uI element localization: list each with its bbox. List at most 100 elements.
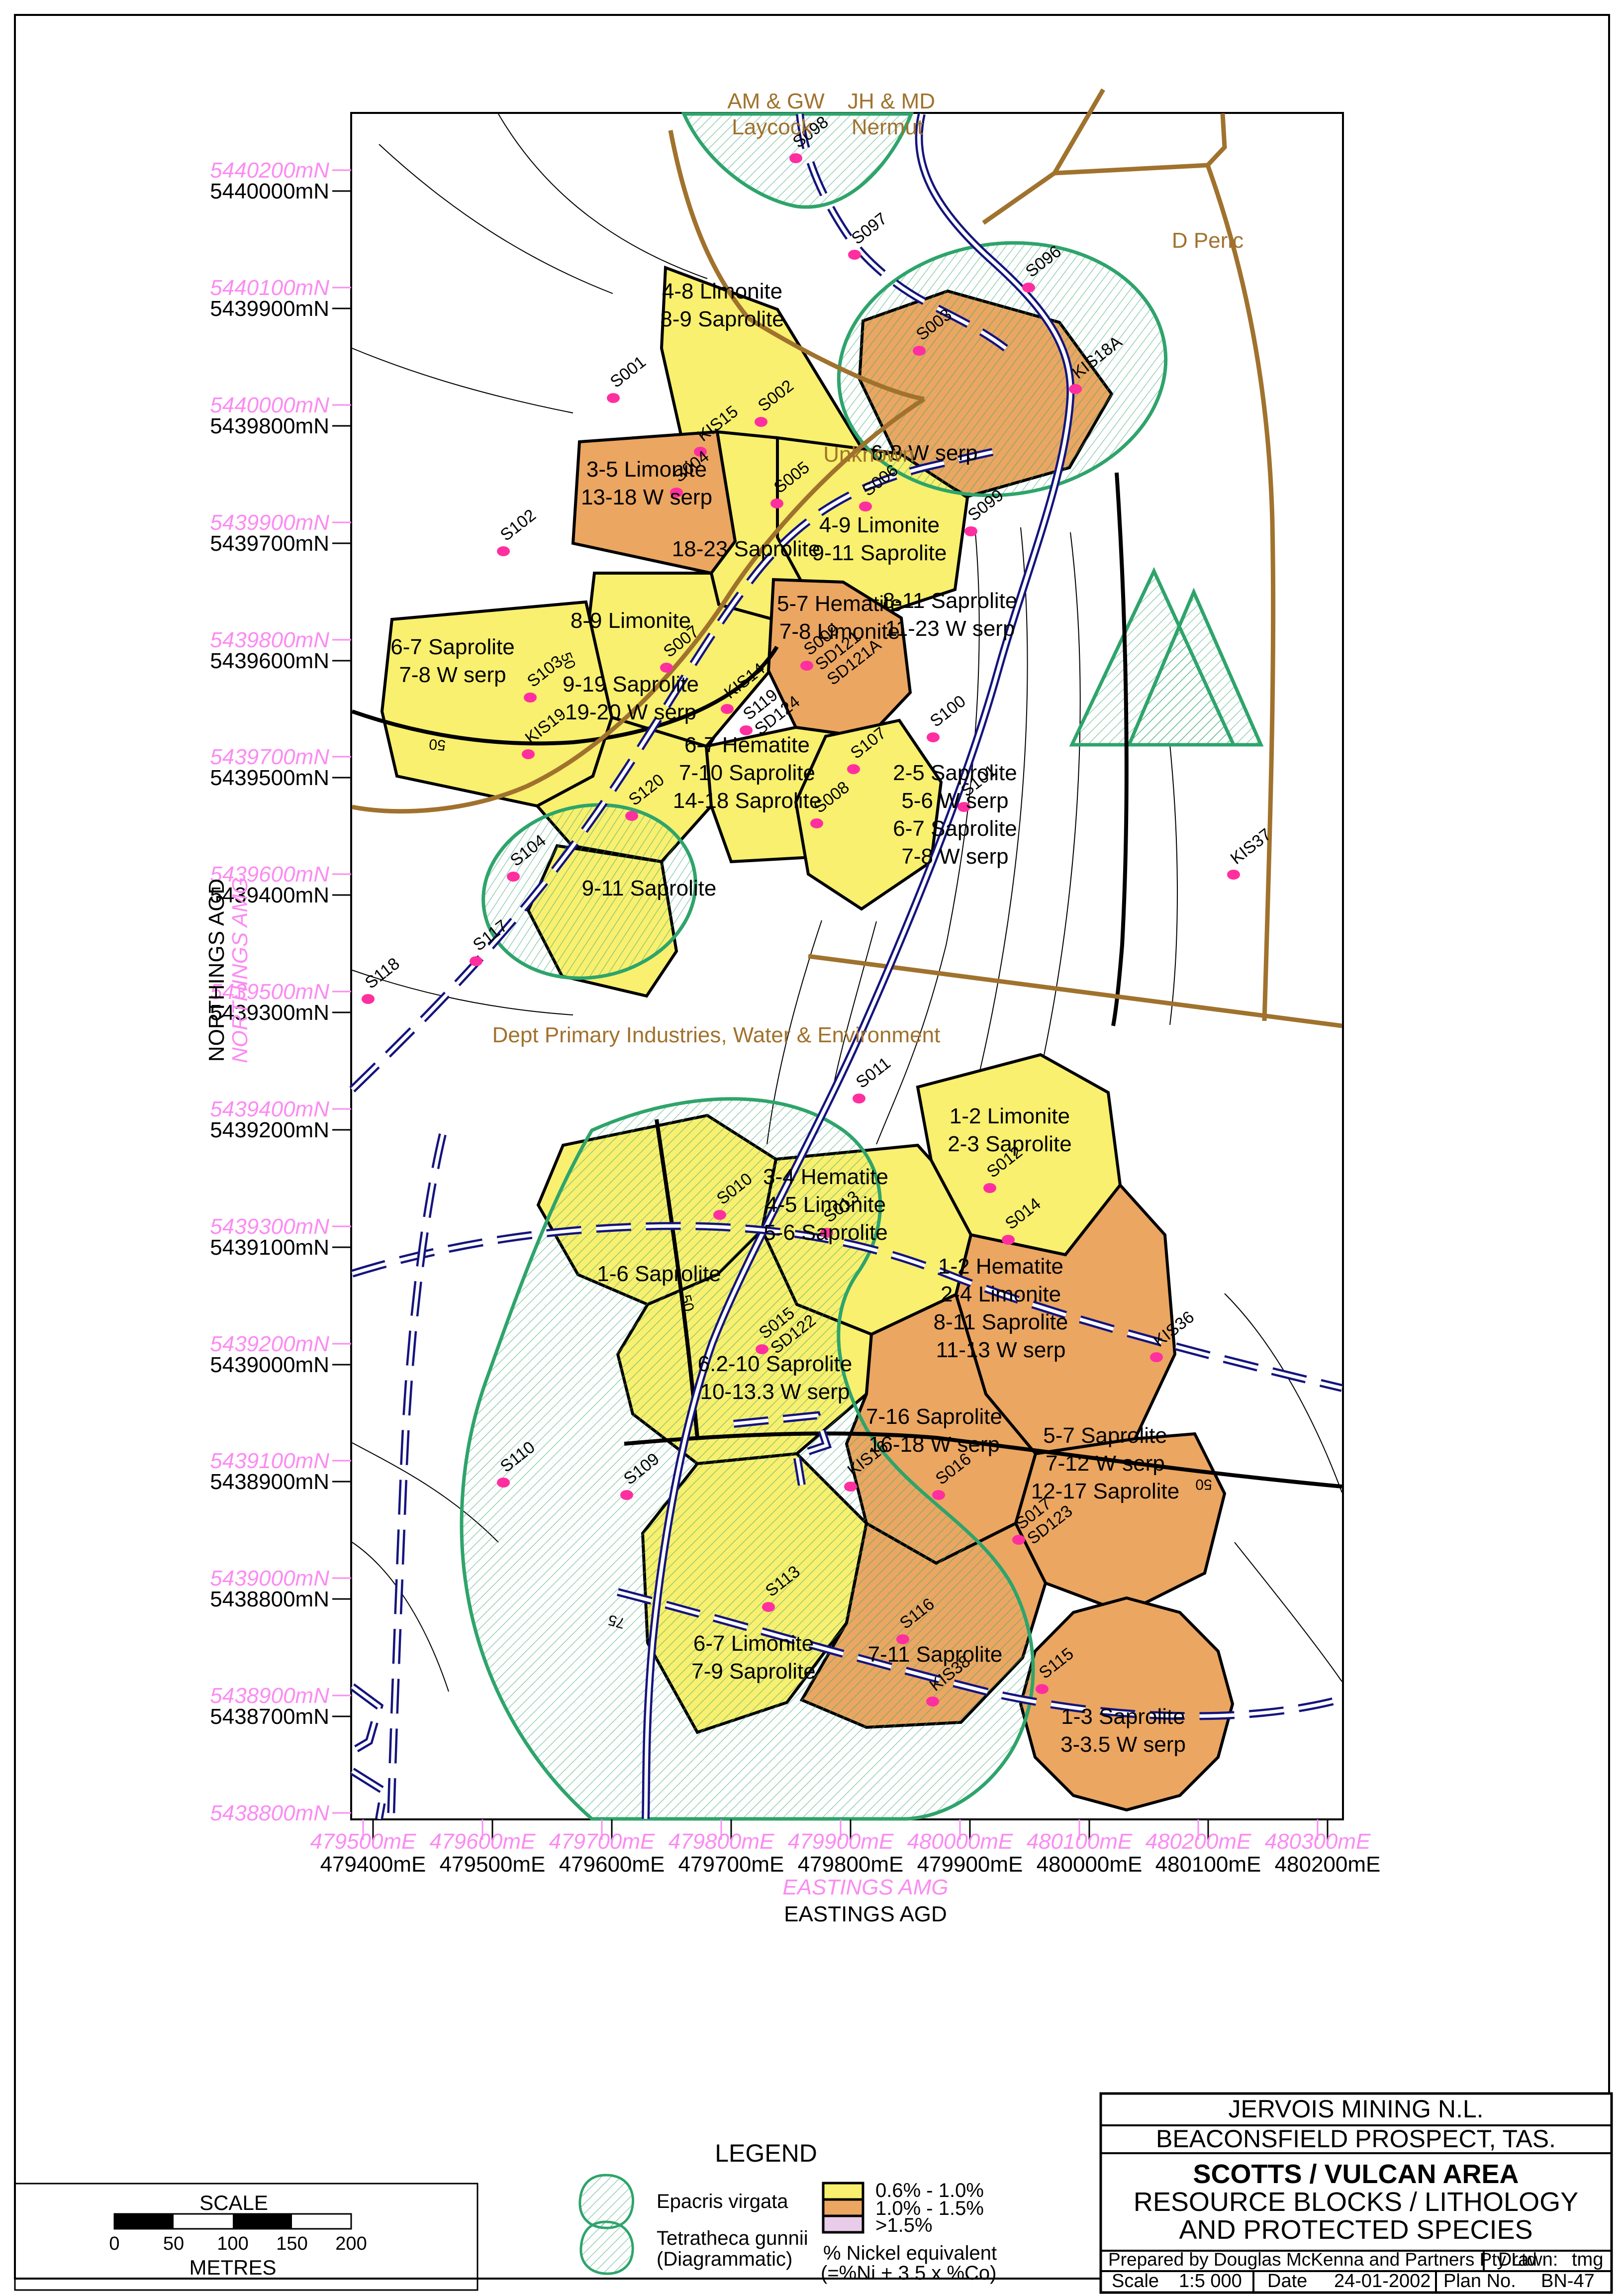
owner-label-5: Unknown	[823, 442, 914, 467]
northing-label-agd: 5438800mN	[210, 1587, 329, 1611]
sample-point-S102	[497, 546, 510, 556]
block-label-b2: 6-8 W serp	[870, 441, 977, 465]
sample-point-S009	[800, 661, 813, 671]
sample-point-S097	[848, 250, 861, 260]
sample-point-S005	[770, 499, 783, 508]
sample-point-S016	[932, 1490, 945, 1500]
sample-label-S097: S097	[848, 209, 891, 248]
legend-note-1: % Nickel equivalent	[823, 2242, 997, 2264]
sample-point-S118	[362, 994, 375, 1004]
legend-species-2-note: (Diagrammatic)	[657, 2248, 792, 2270]
sample-point-S013	[820, 1228, 833, 1238]
scale-bar: SCALE 0 50 100 150 200 METRES	[14, 2183, 478, 2291]
scale-bar-ticks: 0 50 100 150 200	[109, 2233, 367, 2254]
plan-title-3: AND PROTECTED SPECIES	[1179, 2215, 1532, 2245]
easting-label-agd: 479400mE	[320, 1852, 426, 1877]
block-label-b21: 7-11 Saprolite	[868, 1642, 1003, 1667]
sample-point-S113	[762, 1602, 775, 1612]
block-label-b20: 6-7 Limonite 7-9 Saprolite	[691, 1631, 815, 1684]
northing-label-amg: 5439500mN	[210, 980, 329, 1004]
block-label-b8: 5-7 Hematite 7-8 Limonite	[777, 592, 902, 644]
sample-point-S100	[927, 732, 940, 742]
company-name: JERVOIS MINING N.L.	[1228, 2095, 1483, 2123]
sample-point-KIS15	[694, 447, 707, 457]
northing-label-agd: 5439600mN	[210, 649, 329, 673]
grade-swatch-2	[822, 2198, 864, 2217]
northing-label-agd: 5440000mN	[210, 179, 329, 203]
plan-no-label: Plan No.	[1443, 2271, 1516, 2292]
sample-point-S103	[524, 693, 537, 702]
northing-label-amg: 5439700mN	[210, 745, 329, 769]
northing-label-amg: 5440100mN	[210, 276, 329, 300]
sample-label-S118: S118	[362, 954, 403, 993]
species-area	[1126, 588, 1264, 747]
resource-block-b8	[766, 578, 912, 739]
northing-label-amg: 5439000mN	[210, 1566, 329, 1591]
easting-label-amg: 480000mE	[907, 1829, 1013, 1854]
owner-label-6: Dept Primary Industries, Water & Environ…	[492, 1023, 941, 1047]
block-label-b14: 3-4 Hematite 4-5 Limonite 5-6 Saprolite	[763, 1165, 888, 1245]
sample-point-S002	[755, 417, 767, 427]
easting-label-agd: 479700mE	[678, 1852, 784, 1877]
block-label-b19: 5-7 Saprolite 7-12 W serp 12-17 Saprolite	[1031, 1423, 1179, 1503]
scale-label: Scale	[1112, 2271, 1159, 2292]
sample-point-S015	[756, 1344, 768, 1354]
sample-point-S001	[607, 393, 620, 403]
easting-label-amg: 480300mE	[1265, 1829, 1371, 1854]
legend-species-2: Tetratheca gunnii	[657, 2227, 808, 2249]
sample-label-S011: S011	[853, 1054, 894, 1092]
axes: 5440000mN5439900mN5439800mN5439700mN5439…	[210, 158, 1380, 1877]
northing-label-agd: 5439000mN	[210, 1353, 329, 1377]
tetratheca-blob-icon	[579, 2220, 634, 2275]
species-area	[837, 241, 1168, 498]
owner-label-4: D Peric	[1172, 228, 1243, 253]
axis-title-eastings-agd: EASTINGS AGD	[784, 1902, 947, 1926]
block-label-b10: 6-7 Hematite 7-10 Saprolite 14-18 Saprolit…	[673, 733, 821, 813]
northing-label-agd: 5439900mN	[210, 297, 329, 321]
sample-point-S012	[983, 1183, 996, 1193]
sample-point-S119	[740, 725, 753, 735]
northing-label-agd: 5439500mN	[210, 766, 329, 790]
northing-label-agd: 5439700mN	[210, 531, 329, 556]
scale-value: 1:5 000	[1179, 2271, 1242, 2292]
sample-label-S102: S102	[497, 505, 540, 545]
easting-label-amg: 479800mE	[669, 1829, 774, 1854]
block-label-b18: 7-16 Saprolite 16-18 W serp	[866, 1404, 1002, 1457]
sample-point-S003	[913, 346, 926, 356]
grade-swatch-1	[822, 2182, 864, 2201]
owner-label-2: JH & MD	[848, 89, 935, 113]
block-label-b16: 1-2 Hematite 2-4 Limonite 8-11 Saprolite 11…	[934, 1254, 1068, 1362]
grade-label-1: 0.6% - 1.0%	[875, 2180, 984, 2201]
sample-point-S004	[670, 488, 683, 498]
easting-label-amg: 479700mE	[549, 1829, 655, 1854]
block-label-b5: 4-9 Limonite 9-11 Saprolite	[812, 513, 947, 565]
date-value: 24-01-2002	[1334, 2271, 1431, 2292]
sample-point-S011	[853, 1094, 865, 1103]
sample-point-S017	[1012, 1535, 1025, 1545]
block-label-b3: 3-5 Limonite 13-18 W serp	[581, 457, 712, 509]
block-label-b4: 18-23 Saprolite	[672, 537, 820, 561]
northing-label-amg: 5439200mN	[210, 1332, 329, 1356]
northing-label-amg: 5439900mN	[210, 510, 329, 535]
block-label-b17: 6.2-10 Saprolite 10-13.3 W serp	[698, 1352, 853, 1404]
northing-label-agd: 5438700mN	[210, 1704, 329, 1729]
map-labels: 4-8 Limonite 8-9 Saprolite 6-8 W serp 3-5 L…	[390, 89, 1243, 1757]
block-label-b7: 6-7 Saprolite 7-8 W serp	[390, 635, 514, 687]
sample-point-S096	[1022, 283, 1035, 293]
northing-label-amg: 5439600mN	[210, 862, 329, 887]
plan-title-1: SCOTTS / VULCAN AREA	[1193, 2159, 1519, 2189]
track-centre	[351, 1224, 1342, 1390]
northing-label-agd: 5439300mN	[210, 1000, 329, 1025]
northing-label-agd: 5439200mN	[210, 1118, 329, 1142]
drawn-label: Drawn:	[1498, 2249, 1558, 2270]
block-label-b13: 1-2 Limonite 2-3 Saprolite	[948, 1104, 1071, 1156]
easting-label-amg: 480200mE	[1146, 1829, 1251, 1854]
track-centre	[617, 1590, 1342, 1718]
track-centre	[733, 1413, 829, 1486]
scale-bar-heading: SCALE	[199, 2191, 268, 2214]
sample-point-S007	[660, 663, 673, 673]
page-border	[14, 14, 1610, 2280]
sample-point-KIS16	[844, 1482, 857, 1492]
easting-label-amg: 479900mE	[788, 1829, 894, 1854]
axis-title-eastings-amg: EASTINGS AMG	[782, 1875, 948, 1899]
